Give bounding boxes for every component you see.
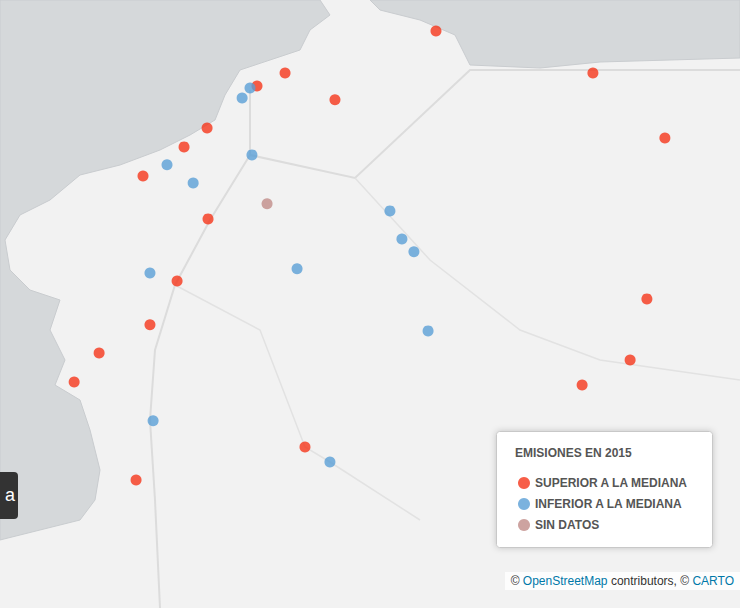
html-text:© OpenStreetMap contributors,: © OpenStreetMap contributors, © CARTO bbox=[510, 574, 734, 588]
html-text:a: a bbox=[5, 485, 15, 505]
svg-text:SUPERIOR A LA MEDIANA: SUPERIOR A LA MEDIANA bbox=[535, 476, 687, 490]
svg-text:EMISIONES EN 2015: EMISIONES EN 2015 bbox=[515, 446, 632, 460]
svg-text:SIN DATOS: SIN DATOS bbox=[535, 518, 599, 532]
svg-text:INFERIOR A LA MEDIANA: INFERIOR A LA MEDIANA bbox=[535, 497, 682, 511]
